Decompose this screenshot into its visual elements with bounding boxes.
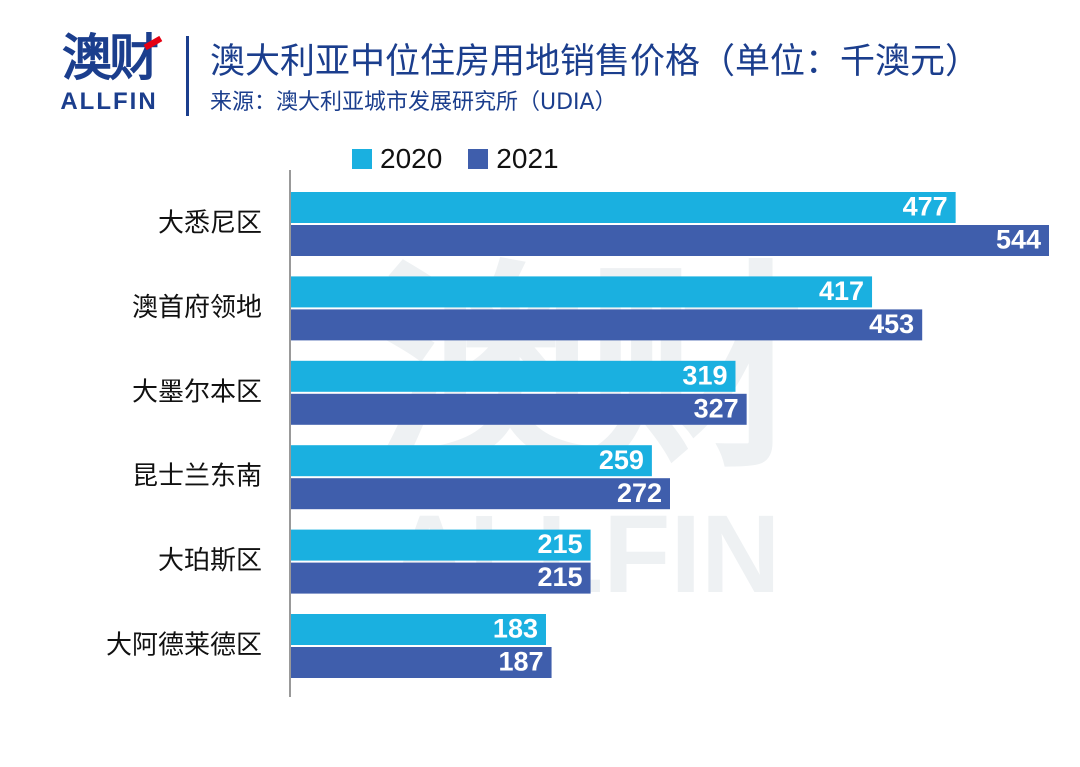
legend-swatch-2021 xyxy=(468,149,489,169)
data-label-2021: 215 xyxy=(538,562,583,592)
bar-2020 xyxy=(291,445,652,477)
bar-2021 xyxy=(291,309,923,341)
category-label: 昆士兰东南 xyxy=(132,462,262,492)
legend-item-2021: 2021 xyxy=(468,143,559,175)
bar-2020 xyxy=(291,529,591,561)
category-label: 大墨尔本区 xyxy=(132,377,262,407)
logo-chinese-text: 澳财 xyxy=(62,29,159,87)
legend-swatch-2020 xyxy=(352,149,372,169)
data-label-2021: 187 xyxy=(499,647,544,677)
bar-2020 xyxy=(291,192,956,223)
data-label-2021: 272 xyxy=(617,478,662,508)
bar-2021 xyxy=(291,478,670,510)
legend-item-2020: 2020 xyxy=(352,143,442,175)
category-label: 大悉尼区 xyxy=(158,209,262,239)
data-label-2021: 544 xyxy=(996,225,1041,255)
data-label-2020: 183 xyxy=(493,614,538,644)
bar-2020 xyxy=(291,276,873,308)
data-label-2020: 417 xyxy=(819,276,864,306)
chart-title: 澳大利亚中位住房用地销售价格（单位：千澳元） xyxy=(210,42,981,82)
data-label-2020: 477 xyxy=(903,192,948,222)
data-label-2020: 215 xyxy=(538,529,583,559)
bar-2021 xyxy=(291,562,591,594)
chart-subtitle: 来源：澳大利亚城市发展研究所（UDIA） xyxy=(210,90,617,115)
legend-label-2020: 2020 xyxy=(380,143,443,174)
data-label-2021: 327 xyxy=(694,393,739,423)
data-label-2020: 259 xyxy=(599,445,644,475)
category-label: 大珀斯区 xyxy=(158,546,262,576)
data-label-2021: 453 xyxy=(869,309,914,339)
data-label-2020: 319 xyxy=(682,360,727,390)
brand-logo: 澳财 ALLFIN xyxy=(50,28,168,118)
bar-2021 xyxy=(291,393,747,425)
header-divider xyxy=(186,36,189,116)
logo-english-text: ALLFIN xyxy=(60,88,158,115)
bar-2020 xyxy=(291,614,546,645)
bar-2021 xyxy=(291,647,552,678)
chart-legend: 2020 2021 xyxy=(352,142,585,176)
bar-2021 xyxy=(291,225,1049,256)
legend-label-2021: 2021 xyxy=(496,143,559,174)
category-label: 大阿德莱德区 xyxy=(106,631,262,661)
category-label: 澳首府领地 xyxy=(132,293,262,323)
bar-2020 xyxy=(291,360,736,392)
